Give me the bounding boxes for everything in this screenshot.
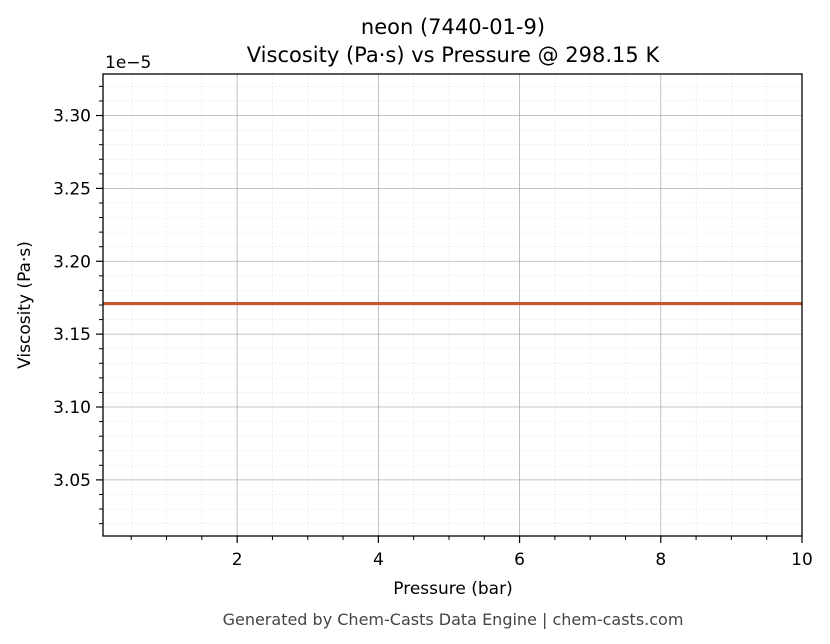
y-tick-label: 3.25	[53, 179, 91, 199]
x-tick-label: 8	[655, 550, 666, 570]
x-tick-label: 2	[232, 550, 243, 570]
chart-title-line1: neon (7440-01-9)	[361, 15, 545, 39]
axis-ticks	[96, 85, 803, 543]
y-tick-label: 3.05	[53, 471, 91, 491]
y-tick-label: 3.15	[53, 325, 91, 345]
x-tick-label: 6	[514, 550, 525, 570]
y-tick-label: 3.20	[53, 252, 91, 272]
x-tick-label: 10	[791, 550, 813, 570]
x-axis-label: Pressure (bar)	[393, 579, 512, 599]
y-offset-label: 1e−5	[105, 53, 151, 73]
x-tick-label: 4	[373, 550, 384, 570]
y-tick-label: 3.30	[53, 107, 91, 127]
x-tick-labels: 2 4 6 8 10	[232, 550, 813, 570]
minor-grid	[103, 74, 802, 536]
footer-credit: Generated by Chem-Casts Data Engine | ch…	[223, 610, 684, 629]
y-tick-label: 3.10	[53, 398, 91, 418]
chart-title-line2: Viscosity (Pa·s) vs Pressure @ 298.15 K	[247, 43, 661, 67]
y-axis-label: Viscosity (Pa·s)	[15, 241, 35, 369]
y-tick-labels: 3.05 3.10 3.15 3.20 3.25 3.30	[53, 107, 91, 491]
